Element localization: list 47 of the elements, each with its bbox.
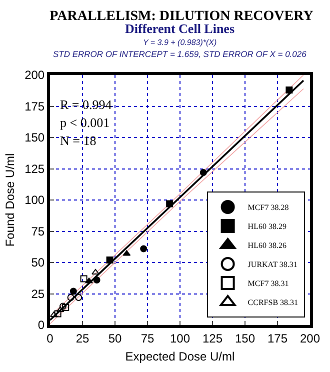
annotation: R = 0.994 bbox=[60, 97, 112, 112]
x-axis-title: Expected Dose U/ml bbox=[125, 349, 235, 364]
point bbox=[93, 276, 100, 284]
point bbox=[122, 250, 131, 256]
x-tick-label: 200 bbox=[300, 331, 320, 346]
y-tick-label: 125 bbox=[24, 162, 45, 176]
chart-subtitle: Different Cell Lines bbox=[125, 21, 235, 36]
point bbox=[70, 288, 77, 295]
point bbox=[67, 294, 74, 301]
legend-label: MCF7 38.31 bbox=[248, 279, 289, 288]
y-axis-title: Found Dose U/ml bbox=[2, 153, 17, 247]
y-tick-label: 25 bbox=[31, 286, 45, 301]
point bbox=[80, 275, 88, 282]
annotation: N = 18 bbox=[60, 133, 96, 148]
y-tick-label: 50 bbox=[31, 256, 45, 270]
legend-label: JURKAT 38.31 bbox=[248, 260, 298, 270]
y-tick-label: 200 bbox=[24, 68, 45, 82]
x-tick-label: 125 bbox=[202, 331, 223, 346]
point bbox=[60, 302, 66, 310]
x-tick-label: 100 bbox=[170, 331, 190, 346]
point bbox=[200, 169, 207, 176]
y-tick-label: 0 bbox=[38, 318, 45, 332]
legend-label: MCF7 38.28 bbox=[248, 203, 289, 212]
point bbox=[75, 294, 82, 301]
x-tick-label: 175 bbox=[267, 331, 288, 346]
legend-label: HL60 38.29 bbox=[248, 222, 286, 232]
point bbox=[54, 310, 62, 318]
point bbox=[140, 245, 148, 252]
chart-title: PARALLELISM: DILUTION RECOVERY bbox=[50, 8, 314, 24]
point bbox=[166, 200, 174, 208]
point bbox=[62, 304, 70, 311]
point bbox=[106, 256, 114, 264]
point bbox=[286, 86, 293, 94]
y-tick-label: 75 bbox=[31, 224, 45, 238]
x-tick-label: 150 bbox=[234, 331, 256, 346]
text: Y = 3.9 + (0.983)*(X) bbox=[143, 38, 218, 47]
text: STD ERROR OF INTERCEPT = 1.659, STD ERROR OF X = 0.026 bbox=[53, 49, 307, 59]
y-tick-label: 175 bbox=[24, 99, 45, 114]
y-tick-label: 100 bbox=[24, 193, 45, 208]
y-tick-label: 150 bbox=[24, 130, 45, 145]
x-tick-label: 75 bbox=[140, 331, 154, 346]
legend-label: CCRFSB 38.31 bbox=[248, 298, 298, 308]
annotation: p < 0.001 bbox=[60, 115, 110, 130]
x-tick-label: 50 bbox=[108, 331, 122, 346]
x-tick-label: 0 bbox=[46, 331, 54, 346]
legend-label: HL60 38.26 bbox=[248, 241, 286, 250]
x-tick-label: 25 bbox=[76, 331, 90, 346]
